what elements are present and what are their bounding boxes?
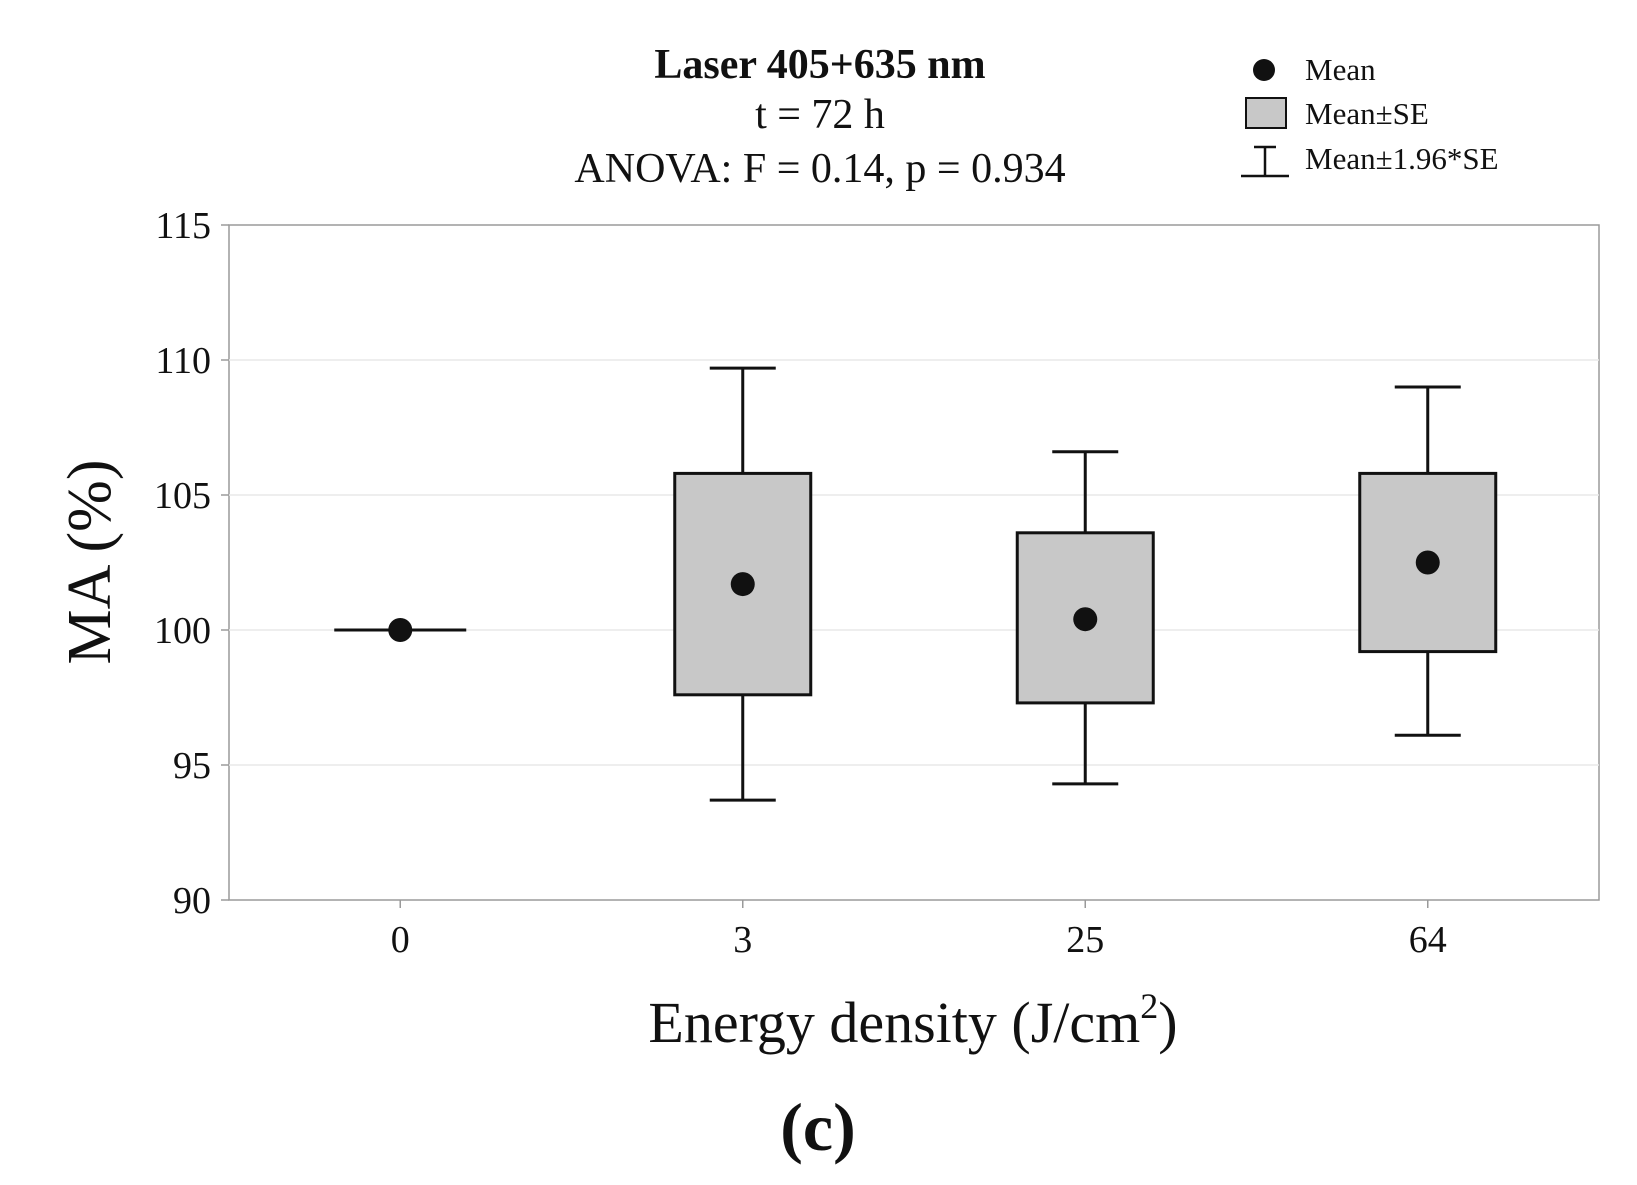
legend-mean-marker xyxy=(1253,59,1275,81)
chart-title: Laser 405+635 nm xyxy=(654,42,985,88)
y-tick-label: 105 xyxy=(154,475,211,517)
x-tick-label: 25 xyxy=(1066,919,1104,961)
legend-se-swatch xyxy=(1245,97,1287,129)
y-tick-label: 95 xyxy=(173,745,211,787)
data-layer xyxy=(334,366,1498,802)
y-tick-label: 90 xyxy=(173,880,211,922)
x-axis-label: Energy density (J/cm2) xyxy=(648,986,1177,1055)
y-axis-ticks: 90 95 100 105 110 115 xyxy=(154,205,229,922)
y-tick-label: 110 xyxy=(155,340,211,382)
anova-annotation: ANOVA: F = 0.14, p = 0.934 xyxy=(574,146,1065,192)
y-tick-label: 115 xyxy=(155,205,211,247)
y-axis-label: MA (%) xyxy=(56,460,124,665)
mean-point xyxy=(1415,550,1440,575)
mean-point xyxy=(388,618,413,642)
x-axis-ticks: 0 3 25 64 xyxy=(391,900,1447,961)
mean-point xyxy=(730,572,755,597)
legend-whisker-symbol xyxy=(1241,145,1289,178)
x-axis-label-end: ) xyxy=(1158,990,1177,1055)
legend-mean-label: Mean xyxy=(1305,52,1376,87)
mean-point xyxy=(1073,607,1098,632)
x-axis-label-superscript: 2 xyxy=(1140,986,1158,1026)
legend-se-label: Mean±SE xyxy=(1305,96,1429,131)
category-group-3 xyxy=(673,366,813,802)
x-tick-label: 64 xyxy=(1409,919,1447,961)
category-group-64 xyxy=(1358,385,1498,737)
panel-label: (c) xyxy=(780,1089,855,1165)
y-tick-label: 100 xyxy=(154,610,211,652)
legend: Mean Mean±SE Mean±1.96*SE xyxy=(1241,52,1499,178)
x-tick-label: 0 xyxy=(391,919,410,961)
category-group-25 xyxy=(1015,450,1155,786)
legend-ci-label: Mean±1.96*SE xyxy=(1305,141,1499,176)
x-axis-label-main: Energy density (J/cm xyxy=(648,990,1140,1055)
chart-subtitle: t = 72 h xyxy=(755,92,885,138)
x-tick-label: 3 xyxy=(733,919,752,961)
category-group-0 xyxy=(334,618,467,642)
